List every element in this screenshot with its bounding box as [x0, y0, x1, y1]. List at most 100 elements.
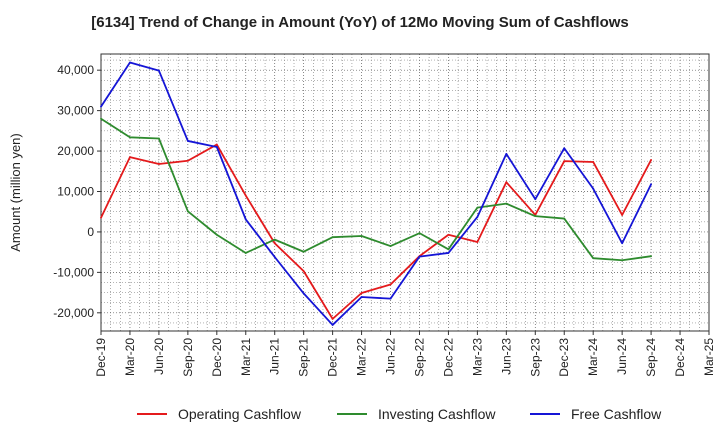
x-tick-label: Jun-22 — [384, 338, 398, 375]
data-point — [158, 69, 160, 72]
x-tick-label: Mar-21 — [239, 338, 253, 376]
series-line — [100, 61, 652, 326]
legend-item: Free Cashflow — [530, 406, 662, 422]
data-point — [273, 238, 276, 241]
x-tick-label: Mar-23 — [470, 338, 484, 376]
data-point — [244, 218, 247, 221]
legend-label: Free Cashflow — [571, 406, 662, 422]
data-point — [476, 216, 479, 218]
x-tick-label: Mar-24 — [586, 338, 600, 376]
data-point — [418, 232, 421, 235]
data-point — [244, 194, 247, 197]
legend-item: Operating Cashflow — [137, 406, 302, 422]
data-point — [534, 215, 537, 218]
data-point — [563, 160, 566, 163]
series-free-cashflow — [100, 61, 652, 326]
y-tick-label: -20,000 — [53, 306, 94, 320]
series-operating-cashflow — [100, 143, 652, 320]
data-point — [621, 214, 624, 216]
y-tick-label: 0 — [87, 225, 94, 239]
x-tick-label: Jun-23 — [499, 338, 513, 375]
legend-label: Operating Cashflow — [178, 406, 302, 422]
data-point — [273, 242, 276, 245]
data-point — [447, 248, 450, 251]
data-point — [505, 202, 508, 205]
data-point — [389, 245, 392, 247]
x-tick-label: Dec-24 — [673, 338, 687, 377]
legend-item: Investing Cashflow — [337, 406, 496, 422]
data-point — [215, 146, 218, 148]
data-point — [476, 206, 479, 209]
plot-area — [101, 54, 709, 331]
x-tick-label: Dec-22 — [441, 338, 455, 377]
data-point — [389, 283, 392, 286]
data-point — [215, 143, 218, 146]
x-tick-label: Sep-21 — [297, 338, 311, 377]
data-point — [360, 292, 363, 294]
data-point — [158, 137, 160, 140]
x-tick-label: Dec-21 — [326, 338, 340, 377]
y-tick-label: 40,000 — [57, 63, 94, 77]
series-investing-cashflow — [100, 117, 652, 262]
data-point — [621, 259, 624, 262]
y-tick-label: 30,000 — [57, 104, 94, 118]
y-tick-label: 10,000 — [57, 184, 94, 198]
data-point — [302, 250, 305, 253]
x-tick-label: Mar-22 — [355, 338, 369, 376]
series-line — [100, 117, 652, 262]
data-point — [302, 270, 305, 273]
legend-label: Investing Cashflow — [378, 406, 496, 422]
x-tick-label: Sep-23 — [528, 338, 542, 377]
data-point — [215, 233, 218, 236]
data-point — [534, 198, 537, 201]
data-point — [650, 183, 652, 186]
data-point — [650, 255, 652, 258]
data-point — [158, 163, 160, 165]
data-point — [302, 292, 305, 295]
series-line — [100, 143, 652, 320]
data-point — [563, 217, 566, 220]
x-tick-label: Jun-24 — [615, 338, 629, 375]
x-tick-label: Dec-19 — [94, 338, 108, 377]
x-tick-label: Mar-20 — [123, 338, 137, 376]
data-point — [129, 136, 131, 139]
x-tick-label: Jun-20 — [152, 338, 166, 375]
data-point — [100, 216, 102, 219]
x-tick-label: Sep-24 — [644, 338, 658, 377]
data-point — [331, 324, 334, 326]
data-point — [129, 61, 131, 64]
data-point — [273, 256, 276, 258]
data-point — [505, 152, 508, 155]
data-point — [360, 296, 363, 298]
data-point — [100, 117, 102, 120]
x-tick-label: Jun-21 — [268, 338, 282, 375]
data-point — [447, 233, 450, 236]
data-point — [447, 252, 450, 254]
data-point — [418, 255, 421, 258]
data-point — [331, 236, 334, 239]
axes-frame — [100, 53, 710, 332]
data-point — [186, 140, 189, 142]
data-point — [244, 252, 247, 254]
data-point — [592, 187, 595, 190]
data-point — [360, 235, 363, 237]
data-point — [592, 257, 595, 260]
data-point — [505, 181, 508, 184]
y-axis-title: Amount (million yen) — [8, 133, 23, 252]
x-tick-label: Dec-23 — [557, 338, 571, 377]
x-tick-label: Mar-25 — [702, 338, 716, 376]
data-point — [100, 105, 102, 108]
data-point — [592, 161, 595, 163]
data-point — [621, 242, 624, 245]
x-tick-label: Dec-20 — [210, 338, 224, 377]
data-point — [129, 156, 131, 159]
x-tick-label: Sep-22 — [412, 338, 426, 377]
legend: Operating Cashflow Investing Cashflow Free… — [137, 406, 662, 422]
data-point — [331, 317, 334, 320]
data-point — [650, 159, 652, 161]
data-point — [563, 147, 566, 150]
data-point — [476, 241, 479, 243]
chart-title: [6134] Trend of Change in Amount (YoY) o… — [91, 14, 629, 31]
data-point — [186, 210, 189, 213]
y-tick-label: 20,000 — [57, 144, 94, 158]
